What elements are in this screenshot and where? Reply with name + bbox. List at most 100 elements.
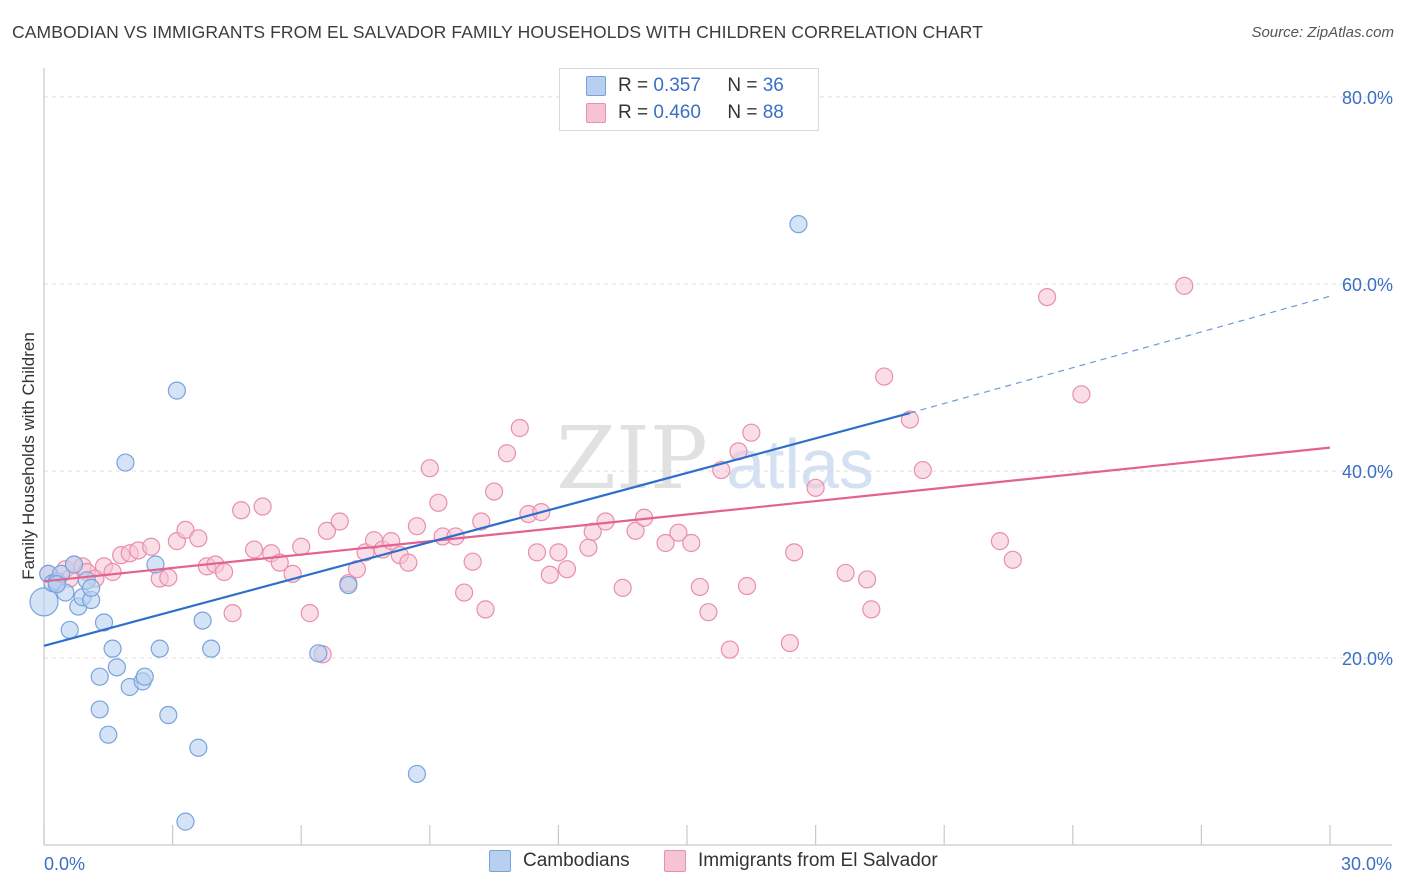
salvador-point[interactable]	[292, 537, 311, 556]
salvador-point[interactable]	[690, 577, 709, 597]
cambodian-point[interactable]	[193, 611, 212, 630]
salvador-point[interactable]	[510, 418, 529, 438]
salvador-point[interactable]	[142, 537, 161, 556]
watermark: ZIP	[556, 409, 708, 509]
r-label: R =	[618, 75, 649, 96]
y-axis-label: Family Households with Children	[19, 332, 38, 580]
salvador-point[interactable]	[742, 423, 761, 442]
salvador-point[interactable]	[737, 576, 757, 596]
salvador-point[interactable]	[990, 532, 1010, 551]
salvador-point[interactable]	[485, 482, 504, 501]
salvador-point[interactable]	[780, 633, 799, 653]
salvador-point[interactable]	[699, 603, 718, 622]
salvador-point[interactable]	[857, 570, 877, 589]
r-value: 0.460	[653, 102, 701, 123]
salvador-point[interactable]	[613, 578, 632, 597]
salvador-point[interactable]	[527, 543, 547, 562]
salvador-point[interactable]	[549, 543, 568, 562]
salvador-point[interactable]	[317, 521, 337, 540]
salvador-point[interactable]	[463, 552, 482, 571]
salvador-point[interactable]	[330, 512, 349, 531]
salvador-point[interactable]	[682, 533, 701, 553]
cambodian-point[interactable]	[202, 639, 221, 658]
x-tick-label: 0.0%	[44, 854, 85, 874]
salvador-point[interactable]	[472, 512, 491, 531]
salvador-point[interactable]	[1175, 276, 1194, 295]
cambodian-point[interactable]	[99, 725, 118, 744]
salvador-point[interactable]	[862, 600, 881, 619]
salvador-point[interactable]	[429, 493, 448, 512]
cambodian-point[interactable]	[339, 575, 358, 595]
r-label: R =	[618, 102, 649, 123]
cambodian-point[interactable]	[116, 453, 135, 472]
salvador-point[interactable]	[189, 529, 208, 548]
salvador-point[interactable]	[476, 600, 495, 619]
cambodian-point[interactable]	[60, 620, 79, 640]
legend-item-cambodians[interactable]: Cambodians	[489, 850, 630, 872]
cambodian-point[interactable]	[407, 764, 427, 784]
cambodian-point[interactable]	[90, 667, 109, 686]
salvador-point[interactable]	[407, 517, 427, 536]
salvador-point[interactable]	[656, 533, 675, 553]
n-value: 36	[762, 75, 784, 96]
salvador-point[interactable]	[836, 563, 855, 583]
salvador-point[interactable]	[103, 562, 122, 582]
cambodian-point[interactable]	[82, 578, 101, 597]
salvador-point[interactable]	[806, 478, 825, 497]
salvador-point[interactable]	[497, 444, 517, 463]
salvador-point[interactable]	[875, 367, 894, 386]
salvador-point[interactable]	[454, 583, 474, 602]
n-label: N =	[727, 75, 758, 96]
cambodian-point[interactable]	[176, 812, 195, 831]
salvador-point[interactable]	[540, 565, 559, 584]
salvador-point[interactable]	[1072, 385, 1091, 404]
legend-item-salvador[interactable]: Immigrants from El Salvador	[664, 850, 938, 872]
salvador-point[interactable]	[176, 520, 195, 540]
source-label: Source: ZipAtlas.com	[1251, 24, 1394, 41]
cambodian-point[interactable]	[150, 639, 169, 658]
cambodian-point[interactable]	[64, 555, 84, 574]
salvador-point[interactable]	[270, 553, 289, 572]
r-value: 0.357	[653, 75, 701, 96]
cambodian-point[interactable]	[107, 658, 126, 677]
salvador-point[interactable]	[399, 553, 418, 572]
salvador-point[interactable]	[626, 521, 645, 540]
salvador-point[interactable]	[1003, 550, 1022, 569]
cambodian-point[interactable]	[189, 738, 208, 757]
salvador-point[interactable]	[785, 543, 804, 562]
salvador-point[interactable]	[913, 460, 932, 480]
cambodian-point[interactable]	[167, 381, 186, 400]
salvador-point[interactable]	[300, 604, 319, 623]
salvador-point[interactable]	[720, 640, 739, 659]
y-tick-label: 40.0%	[1342, 462, 1393, 482]
stats-legend: R = 0.357 N = 36 R = 0.460 N = 88	[559, 68, 819, 131]
salvador-point[interactable]	[244, 540, 264, 559]
salvador-point[interactable]	[557, 560, 577, 579]
salvador-point[interactable]	[214, 562, 234, 582]
salvador-point[interactable]	[900, 410, 920, 429]
cambodian-point[interactable]	[103, 639, 122, 658]
salvador-point[interactable]	[159, 568, 178, 587]
cambodian-trend-extension	[909, 295, 1331, 414]
cambodian-point[interactable]	[159, 705, 178, 725]
salvador-point[interactable]	[253, 497, 272, 516]
salvador-point[interactable]	[232, 501, 251, 520]
cambodian-point[interactable]	[47, 575, 66, 594]
salvador-trend-line	[43, 446, 1331, 583]
salvador-point[interactable]	[669, 523, 688, 542]
cambodian-point[interactable]	[309, 644, 328, 663]
salvador-point[interactable]	[223, 604, 242, 623]
cambodian-point[interactable]	[135, 667, 154, 686]
series-legend: Cambodians Immigrants from El Salvador	[0, 850, 1406, 878]
salvador-swatch	[586, 103, 606, 123]
salvador-point[interactable]	[579, 538, 598, 557]
cambodian-point[interactable]	[789, 215, 808, 234]
salvador-point[interactable]	[1037, 287, 1057, 307]
cambodian-point[interactable]	[90, 700, 109, 719]
salvador-legend-swatch	[664, 850, 686, 872]
legend-label: Immigrants from El Salvador	[698, 850, 938, 871]
cambodian-point[interactable]	[94, 613, 114, 632]
salvador-point[interactable]	[420, 459, 439, 478]
cambodian-point[interactable]	[29, 587, 59, 617]
chart-title: CAMBODIAN VS IMMIGRANTS FROM EL SALVADOR…	[12, 22, 983, 42]
